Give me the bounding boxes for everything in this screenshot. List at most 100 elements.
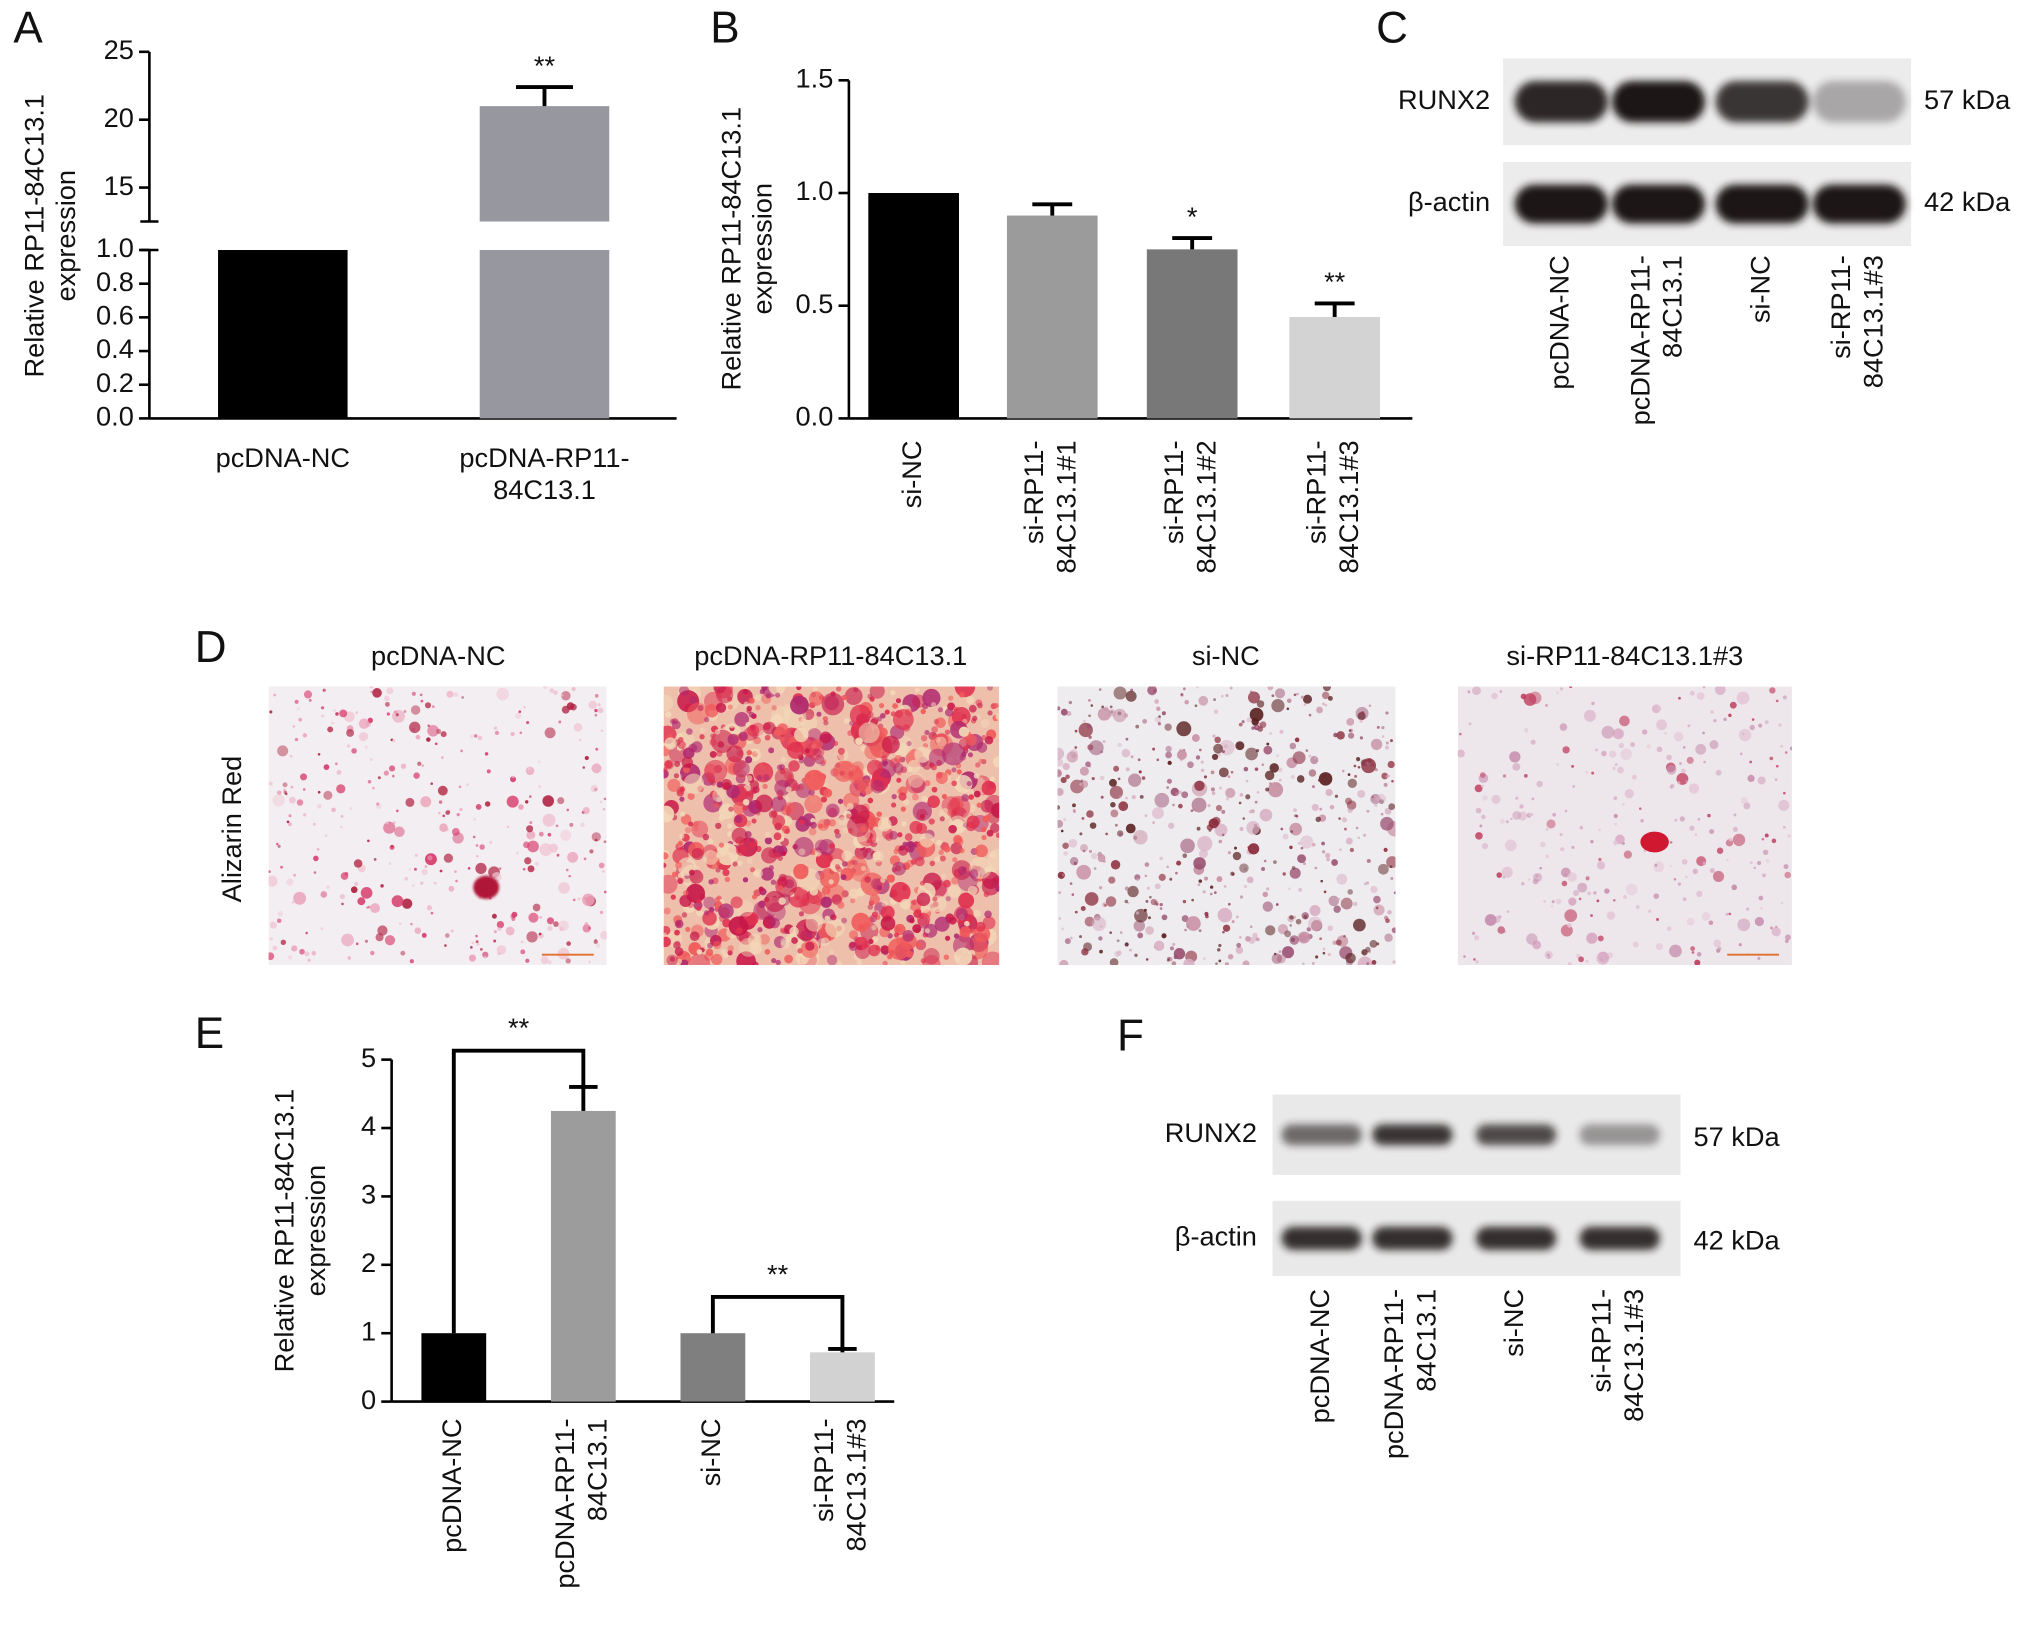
stain-spot xyxy=(472,835,476,839)
stain-spot xyxy=(880,712,886,719)
stain-spot xyxy=(496,945,507,955)
stain-spot xyxy=(864,876,871,883)
stain-spot xyxy=(1559,723,1568,731)
stain-spot xyxy=(893,848,899,855)
stain-spot xyxy=(793,863,809,880)
y-tick-label: 1.0 xyxy=(796,175,834,206)
stain-spot xyxy=(745,756,753,764)
stain-spot xyxy=(444,944,447,947)
stain-spot xyxy=(594,713,598,717)
stain-spot xyxy=(277,911,284,917)
lane-label: si-RP11-84C13.1#3 xyxy=(1825,255,1888,388)
stain-spot xyxy=(1564,809,1568,813)
stain-spot xyxy=(967,885,978,896)
stain-spot xyxy=(556,853,560,857)
stain-spot xyxy=(316,847,320,851)
stain-spot xyxy=(1355,706,1369,720)
stain-spot xyxy=(1239,895,1244,899)
stain-spot xyxy=(724,876,731,883)
stain-spot xyxy=(937,707,944,713)
stain-spot xyxy=(820,937,830,946)
stain-spot xyxy=(1523,693,1537,706)
stain-spot xyxy=(742,798,750,806)
stain-spot xyxy=(1195,755,1201,760)
micrograph-background xyxy=(1457,686,1792,966)
stain-spot xyxy=(475,862,487,875)
stain-spot xyxy=(956,769,962,775)
stain-spot xyxy=(1235,741,1245,751)
stain-spot xyxy=(1457,749,1465,758)
stain-spot xyxy=(577,897,581,901)
stain-spot xyxy=(288,814,292,818)
stain-spot xyxy=(455,879,458,883)
stain-spot xyxy=(269,937,273,941)
stain-spot xyxy=(420,699,424,703)
stain-spot xyxy=(1512,810,1522,820)
blot-band xyxy=(1514,184,1608,224)
stain-spot xyxy=(836,866,842,873)
stain-spot xyxy=(1271,694,1275,698)
stain-spot xyxy=(720,778,732,790)
bar xyxy=(479,250,610,419)
stain-spot xyxy=(894,923,906,936)
stain-spot xyxy=(1227,954,1234,960)
stain-spot xyxy=(410,922,413,926)
stain-spot xyxy=(779,927,786,933)
stain-spot xyxy=(1301,912,1309,920)
stain-spot xyxy=(745,912,759,926)
stain-spot xyxy=(475,934,478,938)
stain-spot xyxy=(1325,852,1331,859)
stain-spot xyxy=(746,858,753,864)
stain-spot xyxy=(680,814,692,825)
stain-spot xyxy=(856,944,863,951)
stain-spot xyxy=(668,745,687,763)
stain-spot xyxy=(1692,868,1698,875)
stain-spot xyxy=(898,845,909,856)
y-tick-label: 15 xyxy=(104,170,134,201)
stain-spot xyxy=(1376,793,1386,804)
stain-spot xyxy=(686,728,693,735)
stain-spot xyxy=(1347,732,1355,739)
stain-spot xyxy=(1110,809,1119,818)
stain-spot xyxy=(677,872,685,879)
stain-spot xyxy=(1273,860,1277,864)
stain-spot xyxy=(1612,898,1616,902)
stain-spot xyxy=(1686,756,1694,764)
stain-spot xyxy=(959,926,971,938)
stain-spot xyxy=(670,894,676,900)
stain-spot xyxy=(524,857,532,865)
stain-spot xyxy=(671,871,678,878)
stain-spot xyxy=(921,795,929,803)
stain-spot xyxy=(1749,724,1755,731)
stain-spot xyxy=(847,730,854,737)
stain-spot xyxy=(1758,895,1764,901)
stain-spot xyxy=(324,833,328,838)
stain-spot xyxy=(683,890,689,896)
text-line: Relative RP11-84C13.1 xyxy=(19,94,50,378)
stain-spot xyxy=(1336,731,1345,740)
stain-spot xyxy=(1197,883,1201,887)
stain-spot xyxy=(364,745,368,749)
stain-spot xyxy=(312,822,316,826)
stain-spot xyxy=(304,951,310,957)
stain-spot xyxy=(1293,808,1297,812)
stain-spot xyxy=(1137,932,1144,939)
stain-spot xyxy=(768,810,778,819)
stain-spot xyxy=(1353,764,1357,768)
stain-spot xyxy=(400,950,406,956)
stain-spot xyxy=(902,929,915,942)
stain-spot xyxy=(1369,939,1378,948)
stain-spot xyxy=(1134,908,1148,923)
stain-spot xyxy=(288,955,293,960)
stain-spot xyxy=(1384,933,1393,942)
stain-spot xyxy=(1527,878,1531,881)
stain-spot xyxy=(1217,907,1233,923)
stain-spot xyxy=(843,718,850,724)
stain-spot xyxy=(877,727,888,738)
stain-spot xyxy=(388,765,396,772)
stain-spot xyxy=(993,702,999,709)
stain-spot xyxy=(461,696,464,699)
stain-spot xyxy=(1057,788,1064,796)
stain-spot xyxy=(929,860,936,867)
stain-spot xyxy=(1536,780,1543,788)
